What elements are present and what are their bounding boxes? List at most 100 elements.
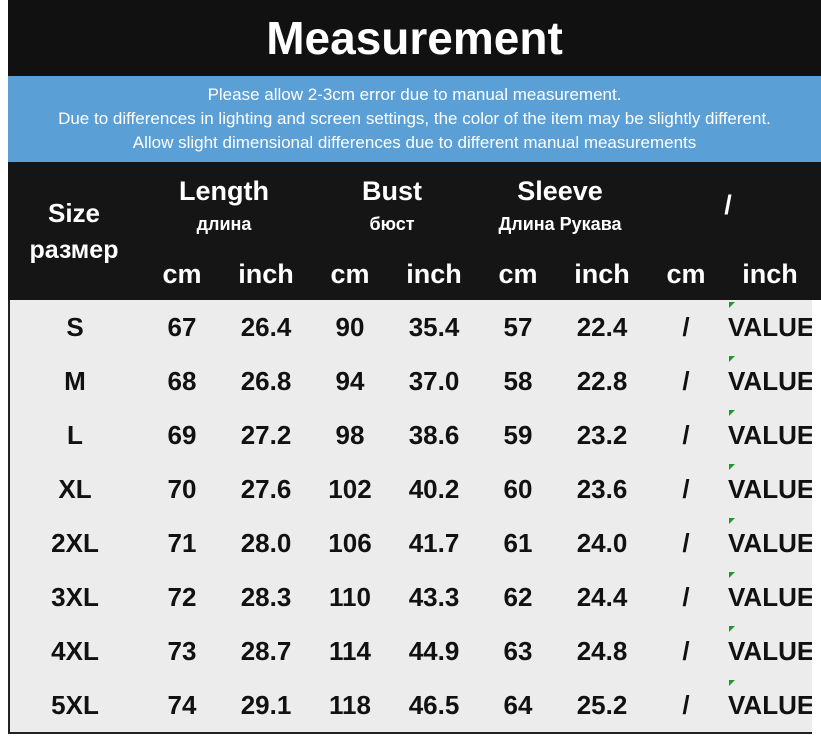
size-cell: 4XL: [8, 624, 142, 680]
group-sub: Длина Рукава: [498, 214, 622, 234]
size-cell: XL: [8, 462, 142, 518]
value-cell: 24.8: [560, 624, 646, 680]
group-label: Bust: [362, 176, 422, 206]
value-cell: /: [644, 570, 730, 626]
unit-label: cm: [498, 259, 538, 289]
value-cell: 102: [308, 462, 394, 518]
value-cell: 61: [476, 516, 562, 572]
value-cell: 24.0: [560, 516, 646, 572]
value-cell: 37.0: [392, 354, 478, 410]
error-marker: [729, 302, 735, 308]
error-marker: [729, 572, 735, 578]
value-cell: 27.6: [224, 462, 310, 518]
value-cell: VALUE: [728, 462, 814, 518]
unit-label: cm: [666, 259, 706, 289]
value-cell: /: [644, 678, 730, 734]
value-cell: 38.6: [392, 408, 478, 464]
value-cell: 114: [308, 624, 394, 680]
value-cell: 68: [140, 354, 226, 410]
size-cell: 5XL: [8, 678, 142, 734]
value-cell: VALUE: [728, 570, 814, 626]
unit-label: cm: [330, 259, 370, 289]
group-label: /: [724, 190, 732, 220]
value-cell: 60: [476, 462, 562, 518]
value-cell: 90: [308, 300, 394, 356]
value-cell: 29.1: [224, 678, 310, 734]
group-sub: бюст: [369, 214, 415, 234]
value-cell: 58: [476, 354, 562, 410]
value-cell: 23.2: [560, 408, 646, 464]
unit-label: inch: [406, 259, 462, 289]
unit-label: inch: [574, 259, 630, 289]
error-marker: [729, 410, 735, 416]
value-cell: 28.3: [224, 570, 310, 626]
value-cell: 57: [476, 300, 562, 356]
value-cell: 64: [476, 678, 562, 734]
size-cell: L: [8, 408, 142, 464]
table-header: Size размер Length длина cm inch Bust бюст cm inc…: [8, 162, 821, 300]
value-cell: VALUE: [728, 300, 814, 356]
group-sub: длина: [196, 214, 252, 234]
value-cell: 24.4: [560, 570, 646, 626]
value-cell: 118: [308, 678, 394, 734]
value-cell: VALUE: [728, 354, 814, 410]
note-line: Due to differences in lighting and scree…: [58, 109, 771, 128]
value-cell: VALUE: [728, 516, 814, 572]
value-cell: /: [644, 624, 730, 680]
error-marker: [729, 356, 735, 362]
value-cell: 69: [140, 408, 226, 464]
title: Measurement: [8, 0, 821, 76]
error-marker: [729, 464, 735, 470]
value-cell: /: [644, 354, 730, 410]
value-cell: 35.4: [392, 300, 478, 356]
value-cell: 26.8: [224, 354, 310, 410]
size-cell: S: [8, 300, 142, 356]
value-cell: 28.0: [224, 516, 310, 572]
value-cell: 71: [140, 516, 226, 572]
group-label: Sleeve: [517, 176, 603, 206]
value-cell: 94: [308, 354, 394, 410]
notes: Please allow 2-3cm error due to manual m…: [8, 76, 821, 162]
value-cell: /: [644, 408, 730, 464]
value-cell: 73: [140, 624, 226, 680]
value-cell: 67: [140, 300, 226, 356]
error-marker: [729, 680, 735, 686]
value-cell: 28.7: [224, 624, 310, 680]
note-line: Allow slight dimensional differences due…: [132, 133, 697, 152]
size-sub: размер: [29, 236, 119, 264]
value-cell: 44.9: [392, 624, 478, 680]
value-cell: VALUE: [728, 678, 814, 734]
value-cell: 40.2: [392, 462, 478, 518]
value-cell: 70: [140, 462, 226, 518]
error-marker: [729, 626, 735, 632]
value-cell: 46.5: [392, 678, 478, 734]
value-cell: /: [644, 516, 730, 572]
value-cell: 110: [308, 570, 394, 626]
size-cell: M: [8, 354, 142, 410]
note-line: Please allow 2-3cm error due to manual m…: [207, 85, 622, 104]
value-cell: 74: [140, 678, 226, 734]
value-cell: 41.7: [392, 516, 478, 572]
unit-label: cm: [162, 259, 202, 289]
size-cell: 3XL: [8, 570, 142, 626]
value-cell: 72: [140, 570, 226, 626]
value-cell: 43.3: [392, 570, 478, 626]
group-label: Length: [179, 176, 269, 206]
value-cell: /: [644, 462, 730, 518]
value-cell: 22.8: [560, 354, 646, 410]
size-label: Size: [47, 198, 101, 228]
value-cell: 27.2: [224, 408, 310, 464]
error-marker: [729, 518, 735, 524]
value-cell: 26.4: [224, 300, 310, 356]
unit-label: inch: [238, 259, 294, 289]
unit-label: inch: [742, 259, 798, 289]
right-edge: [812, 300, 821, 736]
value-cell: 59: [476, 408, 562, 464]
value-cell: 25.2: [560, 678, 646, 734]
value-cell: 62: [476, 570, 562, 626]
value-cell: 106: [308, 516, 394, 572]
value-cell: /: [644, 300, 730, 356]
size-cell: 2XL: [8, 516, 142, 572]
value-cell: 98: [308, 408, 394, 464]
value-cell: 22.4: [560, 300, 646, 356]
